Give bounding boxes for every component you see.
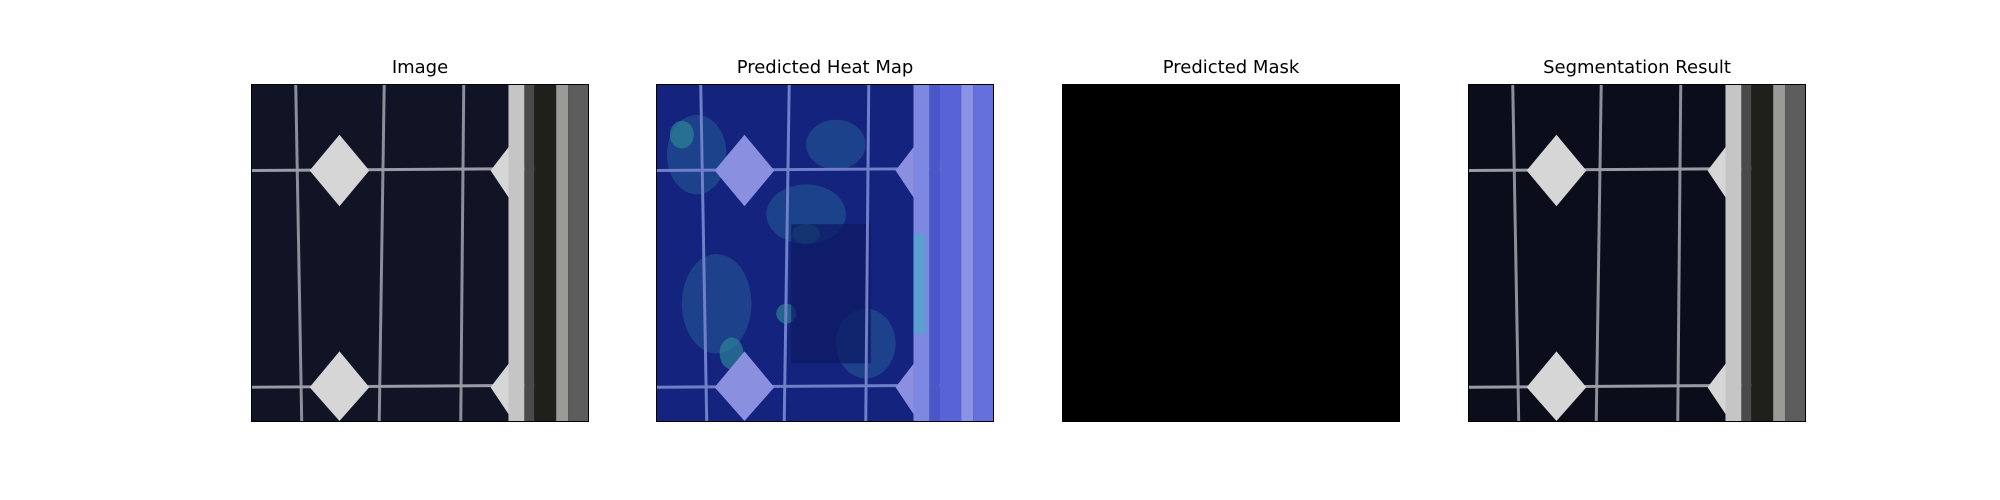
panel-title-mask: Predicted Mask (1162, 57, 1300, 78)
mask-frame (1062, 84, 1400, 422)
segmentation-result-image (1469, 85, 1805, 421)
panel-title-heat-map: Predicted Heat Map (736, 57, 914, 78)
segmentation-frame (1468, 84, 1806, 422)
predicted-mask-image (1063, 85, 1399, 421)
heat-map-frame (656, 84, 994, 422)
heat-map-image (657, 85, 993, 421)
solar-cell-image (252, 85, 588, 421)
image-frame (251, 84, 589, 422)
panel-title-image: Image (391, 57, 449, 78)
panel-title-segmentation: Segmentation Result (1543, 57, 1731, 78)
